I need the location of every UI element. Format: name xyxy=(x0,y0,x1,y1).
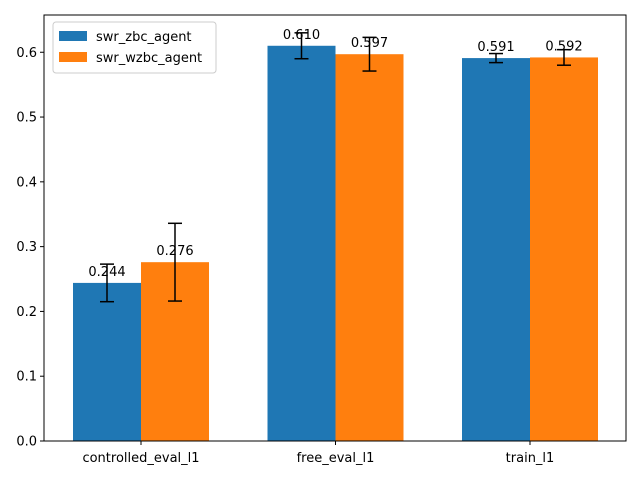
bar-swr_wzbc_agent-train_l1 xyxy=(530,57,598,442)
data-label-swr_wzbc_agent-free_eval_l1: 0.597 xyxy=(351,36,388,51)
data-label-swr_zbc_agent-free_eval_l1: 0.610 xyxy=(283,28,320,43)
legend-box xyxy=(52,21,217,74)
y-tick-label: 0.0 xyxy=(16,435,37,450)
legend-swatch-swr_wzbc_agent xyxy=(59,52,87,62)
data-label-swr_wzbc_agent-train_l1: 0.592 xyxy=(545,39,582,54)
x-tick-label: free_eval_l1 xyxy=(297,451,375,466)
x-axis: controlled_eval_l1 free_eval_l1 train_l1 xyxy=(82,441,554,466)
x-tick-label: train_l1 xyxy=(506,451,555,466)
bar-swr_wzbc_agent-free_eval_l1 xyxy=(335,54,404,441)
legend-label-swr_zbc_agent: swr_zbc_agent xyxy=(96,30,192,45)
y-tick-label: 0.6 xyxy=(16,46,37,61)
legend-label-swr_wzbc_agent: swr_wzbc_agent xyxy=(96,51,202,66)
legend: swr_zbc_agent swr_wzbc_agent xyxy=(52,21,217,74)
y-tick-label: 0.3 xyxy=(16,240,37,255)
y-tick-label: 0.1 xyxy=(16,370,37,385)
data-label-swr_wzbc_agent-controlled_eval_l1: 0.276 xyxy=(156,244,193,259)
y-tick-label: 0.4 xyxy=(16,175,37,190)
data-labels-layer: 0.244 0.610 0.591 0.276 0.597 0.592 xyxy=(88,28,582,280)
data-label-swr_zbc_agent-controlled_eval_l1: 0.244 xyxy=(88,265,125,280)
bars-layer xyxy=(73,45,598,442)
data-label-swr_zbc_agent-train_l1: 0.591 xyxy=(477,40,514,55)
bar-swr_zbc_agent-controlled_eval_l1 xyxy=(73,282,141,441)
x-tick-label: controlled_eval_l1 xyxy=(82,451,199,466)
bar-swr_zbc_agent-train_l1 xyxy=(462,58,530,441)
plot-frame xyxy=(43,14,627,442)
y-axis: 0.0 0.1 0.2 0.3 0.4 0.5 0.6 xyxy=(16,46,44,450)
bar-swr_zbc_agent-free_eval_l1 xyxy=(267,45,336,441)
errorbars-layer xyxy=(100,32,571,303)
legend-swatch-swr_zbc_agent xyxy=(59,31,87,41)
y-tick-label: 0.5 xyxy=(16,111,37,126)
y-tick-label: 0.2 xyxy=(16,305,37,320)
